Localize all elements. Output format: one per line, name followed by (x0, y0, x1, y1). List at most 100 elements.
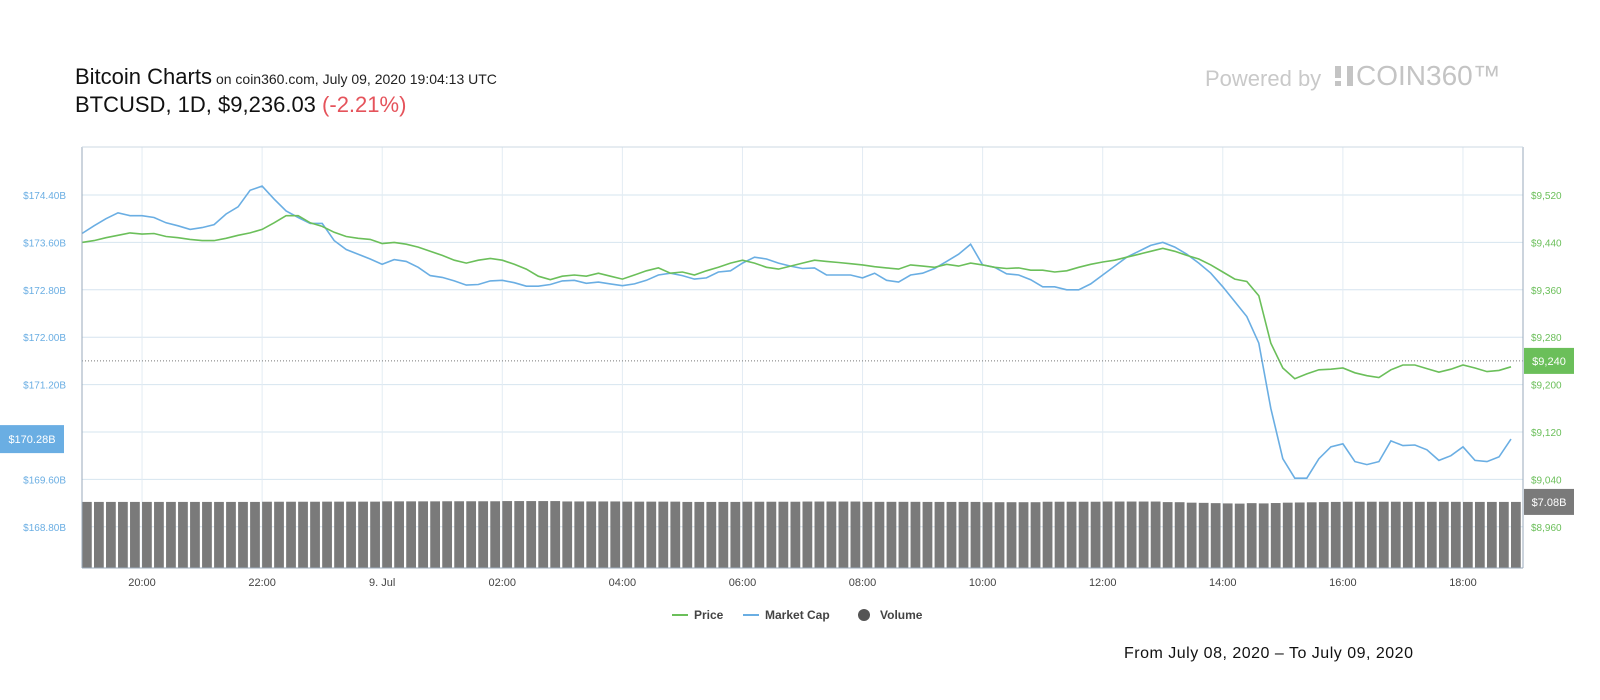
volume-bar (874, 501, 885, 568)
volume-bar (718, 501, 729, 568)
x-tick-label: 12:00 (1089, 577, 1117, 589)
volume-bar (466, 501, 477, 568)
y-left-tick-label: $171.20B (23, 381, 66, 392)
volume-bar (538, 501, 549, 568)
coin360-logo[interactable]: COIN360™ (1335, 60, 1501, 92)
volume-bar (646, 501, 657, 568)
x-tick-label: 9. Jul (369, 577, 395, 589)
series-lines (81, 185, 1523, 479)
axes (81, 146, 1524, 569)
volume-bar (562, 501, 573, 568)
volume-bar (130, 501, 140, 568)
current-price-badge-label: $9,240 (1532, 356, 1566, 368)
y-right-tick-label: $9,360 (1531, 286, 1562, 297)
volume-bar (1114, 501, 1125, 568)
volume-bar (1330, 501, 1341, 568)
volume-bar (250, 501, 260, 568)
volume-bar (1462, 501, 1473, 568)
volume-bar (1186, 502, 1197, 568)
current-volume-badge (1524, 488, 1574, 515)
x-tick-label: 04:00 (609, 577, 637, 589)
volume-bar (1318, 502, 1329, 568)
volume-bar (1294, 502, 1305, 568)
volume-bar (382, 501, 392, 568)
y-right-tick-label: $9,520 (1531, 191, 1562, 202)
grid (82, 147, 1523, 568)
volume-bar (430, 501, 441, 568)
volume-bar (610, 501, 621, 568)
volume-bar (1510, 501, 1521, 568)
legend-price[interactable]: Price (672, 608, 724, 622)
volume-bar (370, 501, 380, 568)
volume-bars (82, 501, 1521, 568)
volume-bar (1450, 501, 1461, 568)
volume-bar (898, 501, 909, 568)
volume-bar (1378, 501, 1389, 568)
volume-bar (346, 501, 356, 568)
volume-bar (1282, 502, 1293, 568)
legend-volume[interactable]: Volume (858, 608, 923, 622)
market-cap-line (81, 185, 1512, 479)
current-cap-badge-label: $170.28B (8, 434, 55, 446)
volume-bar (1102, 501, 1113, 568)
volume-bar (238, 501, 248, 568)
volume-bar (502, 501, 513, 568)
volume-bar (262, 501, 272, 568)
volume-bar (1138, 501, 1149, 568)
x-tick-label: 16:00 (1329, 577, 1357, 589)
x-tick-label: 08:00 (849, 577, 877, 589)
volume-bar (310, 501, 320, 568)
volume-bar (1174, 502, 1185, 568)
volume-bar (1222, 503, 1233, 568)
current-price-badge (1524, 347, 1574, 374)
volume-bar (226, 501, 236, 568)
volume-bar (826, 501, 837, 568)
legend-volume-label: Volume (880, 608, 923, 622)
legend-price-label: Price (694, 608, 724, 622)
volume-bar (682, 501, 693, 568)
volume-bar (838, 501, 849, 568)
x-tick-label: 10:00 (969, 577, 997, 589)
volume-bar (298, 501, 308, 568)
volume-bar (622, 501, 633, 568)
volume-bar (478, 501, 489, 568)
volume-bar (214, 501, 224, 568)
volume-bar (1258, 503, 1269, 568)
volume-bar (1054, 501, 1065, 568)
volume-bar (1366, 501, 1377, 568)
y-right-tick-label: $9,040 (1531, 475, 1562, 486)
volume-bar (706, 501, 717, 568)
volume-bar (1486, 501, 1497, 568)
volume-bar (754, 501, 765, 568)
legend-market-cap[interactable]: Market Cap (743, 608, 830, 622)
chart-subtitle: on coin360.com, July 09, 2020 19:04:13 U… (215, 71, 497, 87)
date-range: From July 08, 2020 – To July 09, 2020 (1124, 645, 1414, 662)
legend[interactable]: Price Market Cap Volume (672, 608, 923, 622)
volume-bar (1474, 501, 1485, 568)
axis-labels: $174.40B $173.60B $172.80B $172.00B $171.20B… (0, 191, 1574, 589)
volume-bar (394, 501, 404, 568)
x-tick-label: 22:00 (248, 577, 276, 589)
volume-bar (862, 501, 873, 568)
volume-bar (586, 501, 597, 568)
volume-bar (142, 501, 152, 568)
x-tick-label: 14:00 (1209, 577, 1237, 589)
volume-bar (1414, 501, 1425, 568)
volume-bar (358, 501, 368, 568)
volume-bar (190, 501, 200, 568)
y-right-tick-label: $9,280 (1531, 333, 1562, 344)
volume-bar (118, 501, 128, 568)
volume-bar (1390, 501, 1401, 568)
chart-title-row: Bitcoin Charts on coin360.com, July 09, 2… (75, 64, 497, 90)
volume-bar (778, 501, 789, 568)
volume-bar (490, 501, 501, 568)
y-right-tick-label: $9,120 (1531, 428, 1562, 439)
volume-bar (1426, 501, 1437, 568)
y-left-tick-label: $169.60B (23, 475, 66, 486)
volume-bar (934, 501, 945, 568)
volume-bar (742, 501, 753, 568)
volume-bar (634, 501, 645, 568)
coin360-logo-text: COIN360™ (1356, 60, 1501, 91)
volume-bar (1090, 501, 1101, 568)
